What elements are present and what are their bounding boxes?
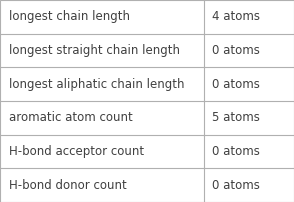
Text: longest straight chain length: longest straight chain length (9, 44, 180, 57)
Text: 5 atoms: 5 atoms (211, 111, 259, 124)
Text: aromatic atom count: aromatic atom count (9, 111, 133, 124)
Text: 4 atoms: 4 atoms (211, 10, 260, 23)
Text: longest chain length: longest chain length (9, 10, 130, 23)
Text: longest aliphatic chain length: longest aliphatic chain length (9, 78, 184, 91)
Text: H-bond acceptor count: H-bond acceptor count (9, 145, 144, 158)
Text: H-bond donor count: H-bond donor count (9, 179, 127, 192)
Text: 0 atoms: 0 atoms (211, 44, 259, 57)
Text: 0 atoms: 0 atoms (211, 78, 259, 91)
Text: 0 atoms: 0 atoms (211, 179, 259, 192)
Text: 0 atoms: 0 atoms (211, 145, 259, 158)
